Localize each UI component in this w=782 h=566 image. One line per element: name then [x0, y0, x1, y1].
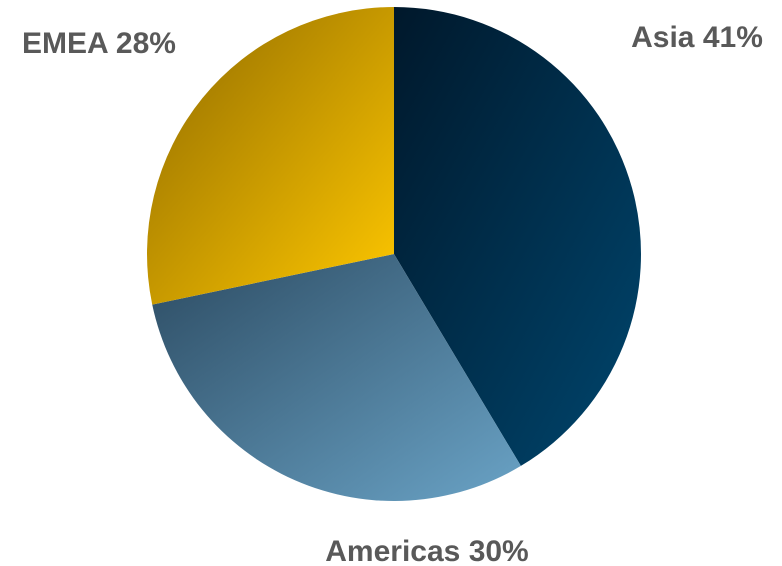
slice-label-emea: EMEA 28%	[22, 27, 176, 60]
pie-slice-emea	[147, 7, 394, 305]
slice-label-americas: Americas 30%	[325, 535, 528, 566]
pie-slice-asia	[394, 7, 641, 466]
pie-slices	[147, 7, 641, 501]
slice-label-asia: Asia 41%	[631, 21, 763, 54]
pie-slice-americas	[152, 254, 521, 501]
